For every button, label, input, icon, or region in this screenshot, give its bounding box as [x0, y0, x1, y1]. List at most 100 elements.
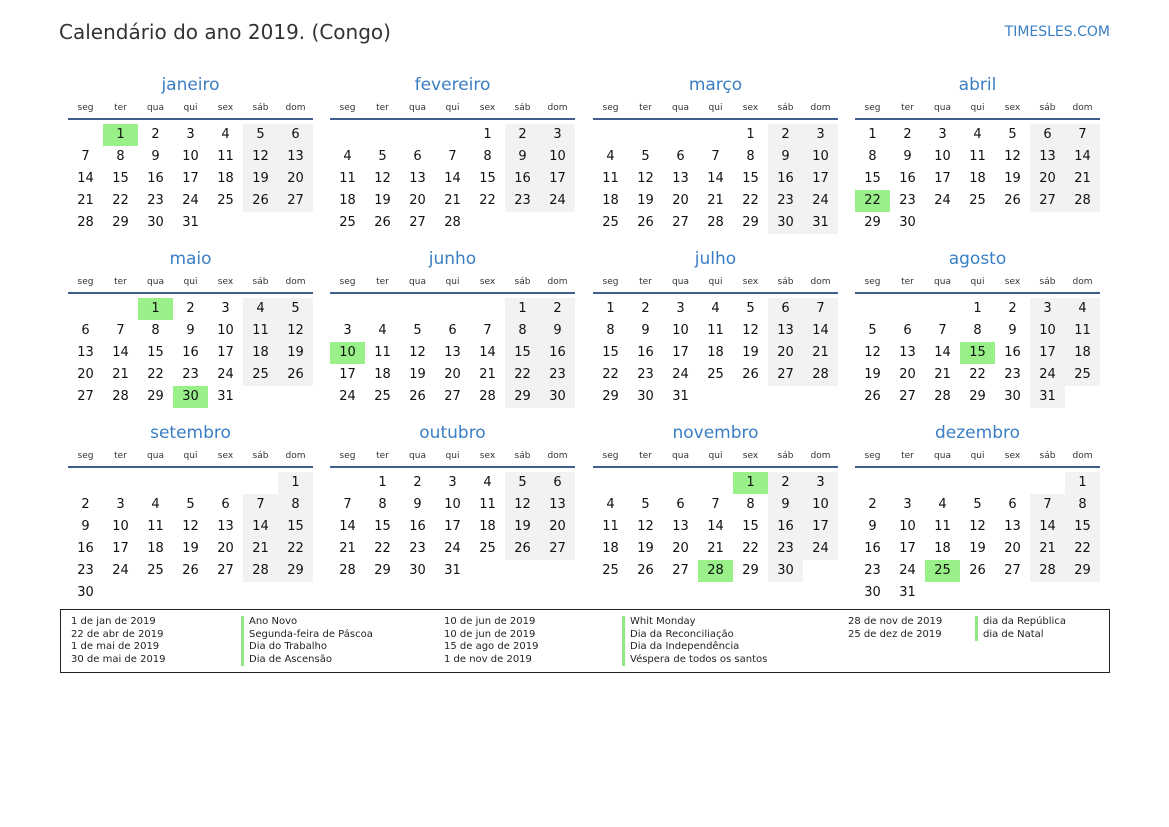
weekday-header: seg ter qua qui sex sáb dom: [68, 446, 313, 468]
day-cell: 22: [602, 367, 619, 382]
empty-cell: [890, 472, 925, 494]
day-cell: 28: [1030, 560, 1065, 582]
weekday-label: dom: [1072, 451, 1093, 461]
day-cell: 16: [1004, 345, 1021, 360]
day-cell: 1: [868, 127, 877, 142]
day-cell: 24: [934, 193, 951, 208]
brand-link[interactable]: TIMESLES.COM: [1004, 24, 1110, 40]
weekday-label: qui: [445, 103, 460, 113]
day-cell: 23: [864, 563, 881, 578]
day-cell: 14: [1065, 146, 1100, 168]
weekday-label: sáb: [252, 103, 269, 113]
day-cell: 20: [672, 541, 689, 556]
day-cell: 4: [711, 301, 720, 316]
empty-cell: [400, 298, 435, 320]
month-title: janeiro: [161, 75, 220, 95]
weekday-label: qui: [708, 277, 723, 287]
weekday-label: qui: [183, 277, 198, 287]
day-cell: 13: [1030, 146, 1065, 168]
legend-dates: 28 de nov de 2019 25 de dez de 2019: [848, 616, 942, 641]
weekday-label: sex: [1004, 103, 1021, 113]
day-cell: 17: [899, 541, 916, 556]
empty-cell: [995, 472, 1030, 494]
day-cell: 25: [479, 541, 496, 556]
legend-date: 1 de mai de 2019: [71, 641, 160, 653]
holiday-day: 15: [960, 342, 995, 364]
empty-cell: [435, 124, 470, 146]
day-cell: 28: [479, 389, 496, 404]
day-cell: 17: [540, 168, 575, 190]
day-cell: 4: [243, 298, 278, 320]
day-cell: 31: [217, 389, 234, 404]
legend-date: 30 de mai de 2019: [71, 653, 166, 665]
day-cell: 14: [444, 171, 461, 186]
day-cell: 27: [444, 389, 461, 404]
weekday-label: qui: [183, 451, 198, 461]
day-cell: 23: [899, 193, 916, 208]
weekday-header: seg ter qua qui sex sáb dom: [330, 446, 575, 468]
day-cell: 20: [1030, 168, 1065, 190]
weekday-label: sáb: [777, 451, 794, 461]
day-cell: 18: [934, 541, 951, 556]
day-cell: 24: [217, 367, 234, 382]
day-cell: 5: [278, 298, 313, 320]
legend-holiday-name: Dia da Independência: [622, 641, 767, 654]
month-title: dezembro: [935, 423, 1020, 443]
weekday-label: qua: [409, 277, 426, 287]
month-title: fevereiro: [414, 75, 491, 95]
day-grid: 1 2 3 4 5 6 7 8 9 10 11 12 13 14 15 16 17 18 19 20 21 22 23 24 2…: [855, 472, 1100, 604]
legend-dates: 10 de jun de 2019 10 de jun de 2019 15 de …: [444, 616, 538, 666]
weekday-label: dom: [285, 451, 306, 461]
weekday-label: qua: [147, 451, 164, 461]
day-cell: 28: [934, 389, 951, 404]
day-cell: 14: [707, 171, 724, 186]
day-cell: 18: [969, 171, 986, 186]
day-cell: 11: [243, 320, 278, 342]
weekday-label: qua: [409, 103, 426, 113]
day-cell: 21: [803, 342, 838, 364]
month-title: abril: [958, 75, 997, 95]
day-cell: 24: [1030, 364, 1065, 386]
day-cell: 24: [540, 190, 575, 212]
weekday-label: ter: [901, 277, 914, 287]
day-cell: 7: [448, 149, 457, 164]
day-cell: 3: [116, 497, 125, 512]
day-cell: 28: [339, 563, 356, 578]
day-cell: 21: [707, 541, 724, 556]
weekday-label: dom: [285, 103, 306, 113]
day-cell: 11: [147, 519, 164, 534]
weekday-label: qua: [672, 277, 689, 287]
day-cell: 21: [934, 367, 951, 382]
day-grid: 1 2 3 4 5 6 7 8 9 10 11 12 13 14 15 16 17 18 19 20 21 22 23 24 2…: [855, 298, 1100, 408]
day-cell: 15: [602, 345, 619, 360]
day-cell: 30: [899, 215, 916, 230]
day-cell: 17: [934, 171, 951, 186]
weekday-label: dom: [547, 103, 568, 113]
day-cell: 7: [938, 323, 947, 338]
weekday-label: seg: [602, 451, 619, 461]
day-cell: 25: [339, 215, 356, 230]
day-grid: 1 2 3 4 5 6 7 8 9 10 11 12 13 14 15 16 17 18 19 20 21 22 23 24 2…: [68, 472, 313, 604]
weekday-label: qui: [708, 103, 723, 113]
day-cell: 25: [1065, 364, 1100, 386]
day-cell: 26: [243, 190, 278, 212]
weekday-header: seg ter qua qui sex sáb dom: [330, 98, 575, 120]
day-cell: 5: [973, 497, 982, 512]
day-cell: 22: [742, 541, 759, 556]
weekday-label: seg: [339, 451, 356, 461]
weekday-label: qua: [409, 451, 426, 461]
day-cell: 22: [278, 538, 313, 560]
weekday-label: sáb: [252, 277, 269, 287]
holiday-day: 10: [330, 342, 365, 364]
day-cell: 21: [112, 367, 129, 382]
weekday-label: dom: [547, 277, 568, 287]
day-cell: 14: [707, 519, 724, 534]
day-cell: 27: [1030, 190, 1065, 212]
month-dezembro: dezembro seg ter qua qui sex sáb dom 1 2 3 4 5 6 7 8 9 10…: [855, 420, 1100, 604]
weekday-header: seg ter qua qui sex sáb dom: [593, 98, 838, 120]
day-cell: 30: [540, 386, 575, 408]
day-cell: 17: [339, 367, 356, 382]
day-cell: 6: [1008, 497, 1017, 512]
day-cell: 6: [221, 497, 230, 512]
day-cell: 4: [378, 323, 387, 338]
